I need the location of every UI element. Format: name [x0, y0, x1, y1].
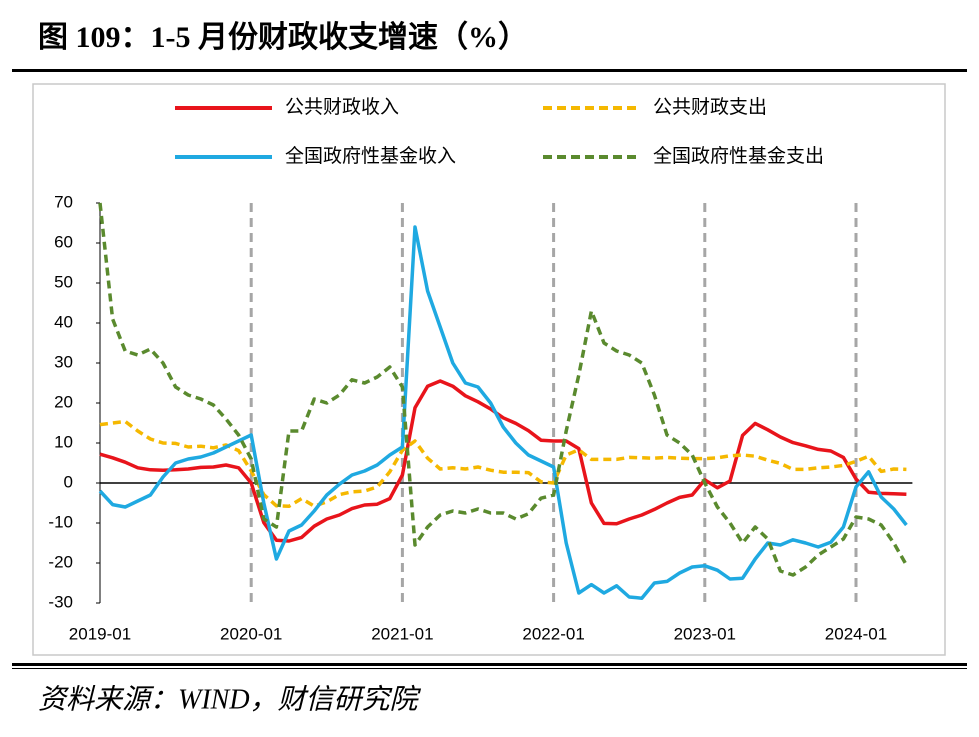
- x-tick-label: 2023-01: [674, 624, 736, 643]
- legend-label: 全国政府性基金支出: [653, 145, 824, 167]
- rule: [12, 69, 967, 72]
- x-tick-label: 2022-01: [522, 624, 584, 643]
- y-tick-label: 30: [54, 352, 73, 371]
- x-tick-label: 2019-01: [69, 624, 131, 643]
- x-tick-label: 2020-01: [220, 624, 282, 643]
- rule: [12, 668, 967, 669]
- legend-label: 公共财政支出: [653, 96, 767, 118]
- y-tick-label: -20: [48, 552, 73, 571]
- y-tick-label: 0: [64, 472, 73, 491]
- series-line: [99, 379, 907, 543]
- chart-title: 图 109：1-5 月份财政收支增速（%）: [38, 20, 528, 54]
- y-tick-label: 10: [54, 432, 73, 451]
- source: 资料来源：WIND，财信研究院: [38, 684, 422, 715]
- frame: [32, 83, 946, 656]
- series-line: [98, 225, 908, 600]
- series-line: [98, 202, 908, 577]
- y-tick-label: 40: [54, 312, 73, 331]
- y-tick-label: -30: [48, 592, 73, 611]
- legend-label: 全国政府性基金收入: [285, 145, 456, 167]
- series-line: [99, 419, 907, 508]
- y-tick-label: 50: [54, 272, 73, 291]
- y-tick-label: 60: [54, 232, 73, 251]
- y-tick-label: 20: [54, 392, 73, 411]
- y-tick-label: 70: [54, 192, 73, 211]
- x-tick-label: 2024-01: [825, 624, 887, 643]
- y-tick-label: -10: [48, 512, 73, 531]
- rule: [12, 663, 967, 666]
- legend-label: 公共财政收入: [285, 96, 399, 118]
- x-tick-label: 2021-01: [371, 624, 433, 643]
